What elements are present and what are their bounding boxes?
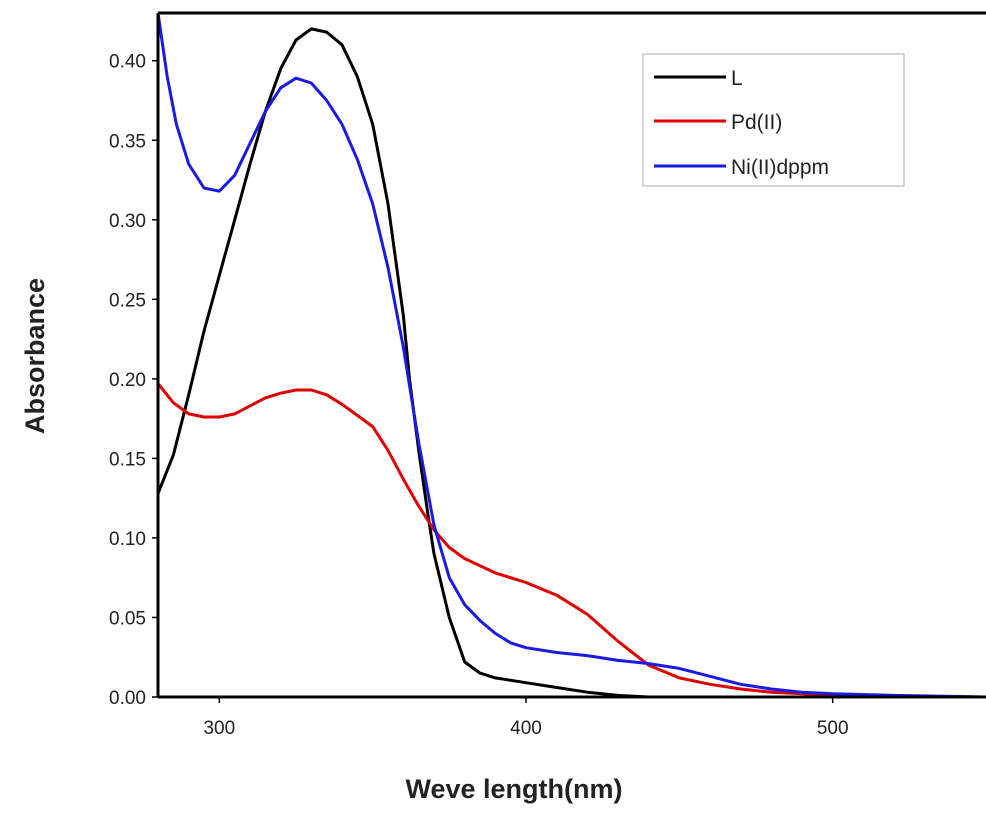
y-tick-label: 0.00	[109, 688, 146, 709]
series-line-0	[158, 27, 651, 699]
y-tick-label: 0.40	[109, 52, 146, 73]
series-layer	[158, 11, 986, 699]
y-tick-label: 0.30	[109, 211, 146, 232]
x-tick-label: 500	[817, 718, 849, 739]
axes-layer	[156, 11, 986, 699]
y-tick-label: 0.05	[109, 608, 146, 629]
ticks-layer: 0.00 0.05 0.10 0.15 0.20 0.25 0.30 0.35 0.40 300 4…	[109, 52, 849, 739]
y-tick-label: 0.25	[109, 290, 146, 311]
series-line-2	[158, 11, 986, 699]
y-tick-label: 0.20	[109, 370, 146, 391]
legend-label-2: Ni(II)dppm	[731, 156, 829, 179]
y-tick-label: 0.35	[109, 131, 146, 152]
legend-label-1: Pd(II)	[731, 111, 782, 134]
x-tick-label: 400	[510, 718, 542, 739]
y-axis-title: Absorbance	[20, 278, 50, 434]
legend-label-0: L	[731, 67, 743, 90]
x-axis-title: Weve length(nm)	[405, 774, 622, 804]
legend: L Pd(II) Ni(II)dppm	[642, 53, 905, 187]
x-tick-label: 300	[203, 718, 235, 739]
series-line-1	[158, 382, 986, 699]
y-tick-label: 0.10	[109, 529, 146, 550]
y-tick-label: 0.15	[109, 449, 146, 470]
